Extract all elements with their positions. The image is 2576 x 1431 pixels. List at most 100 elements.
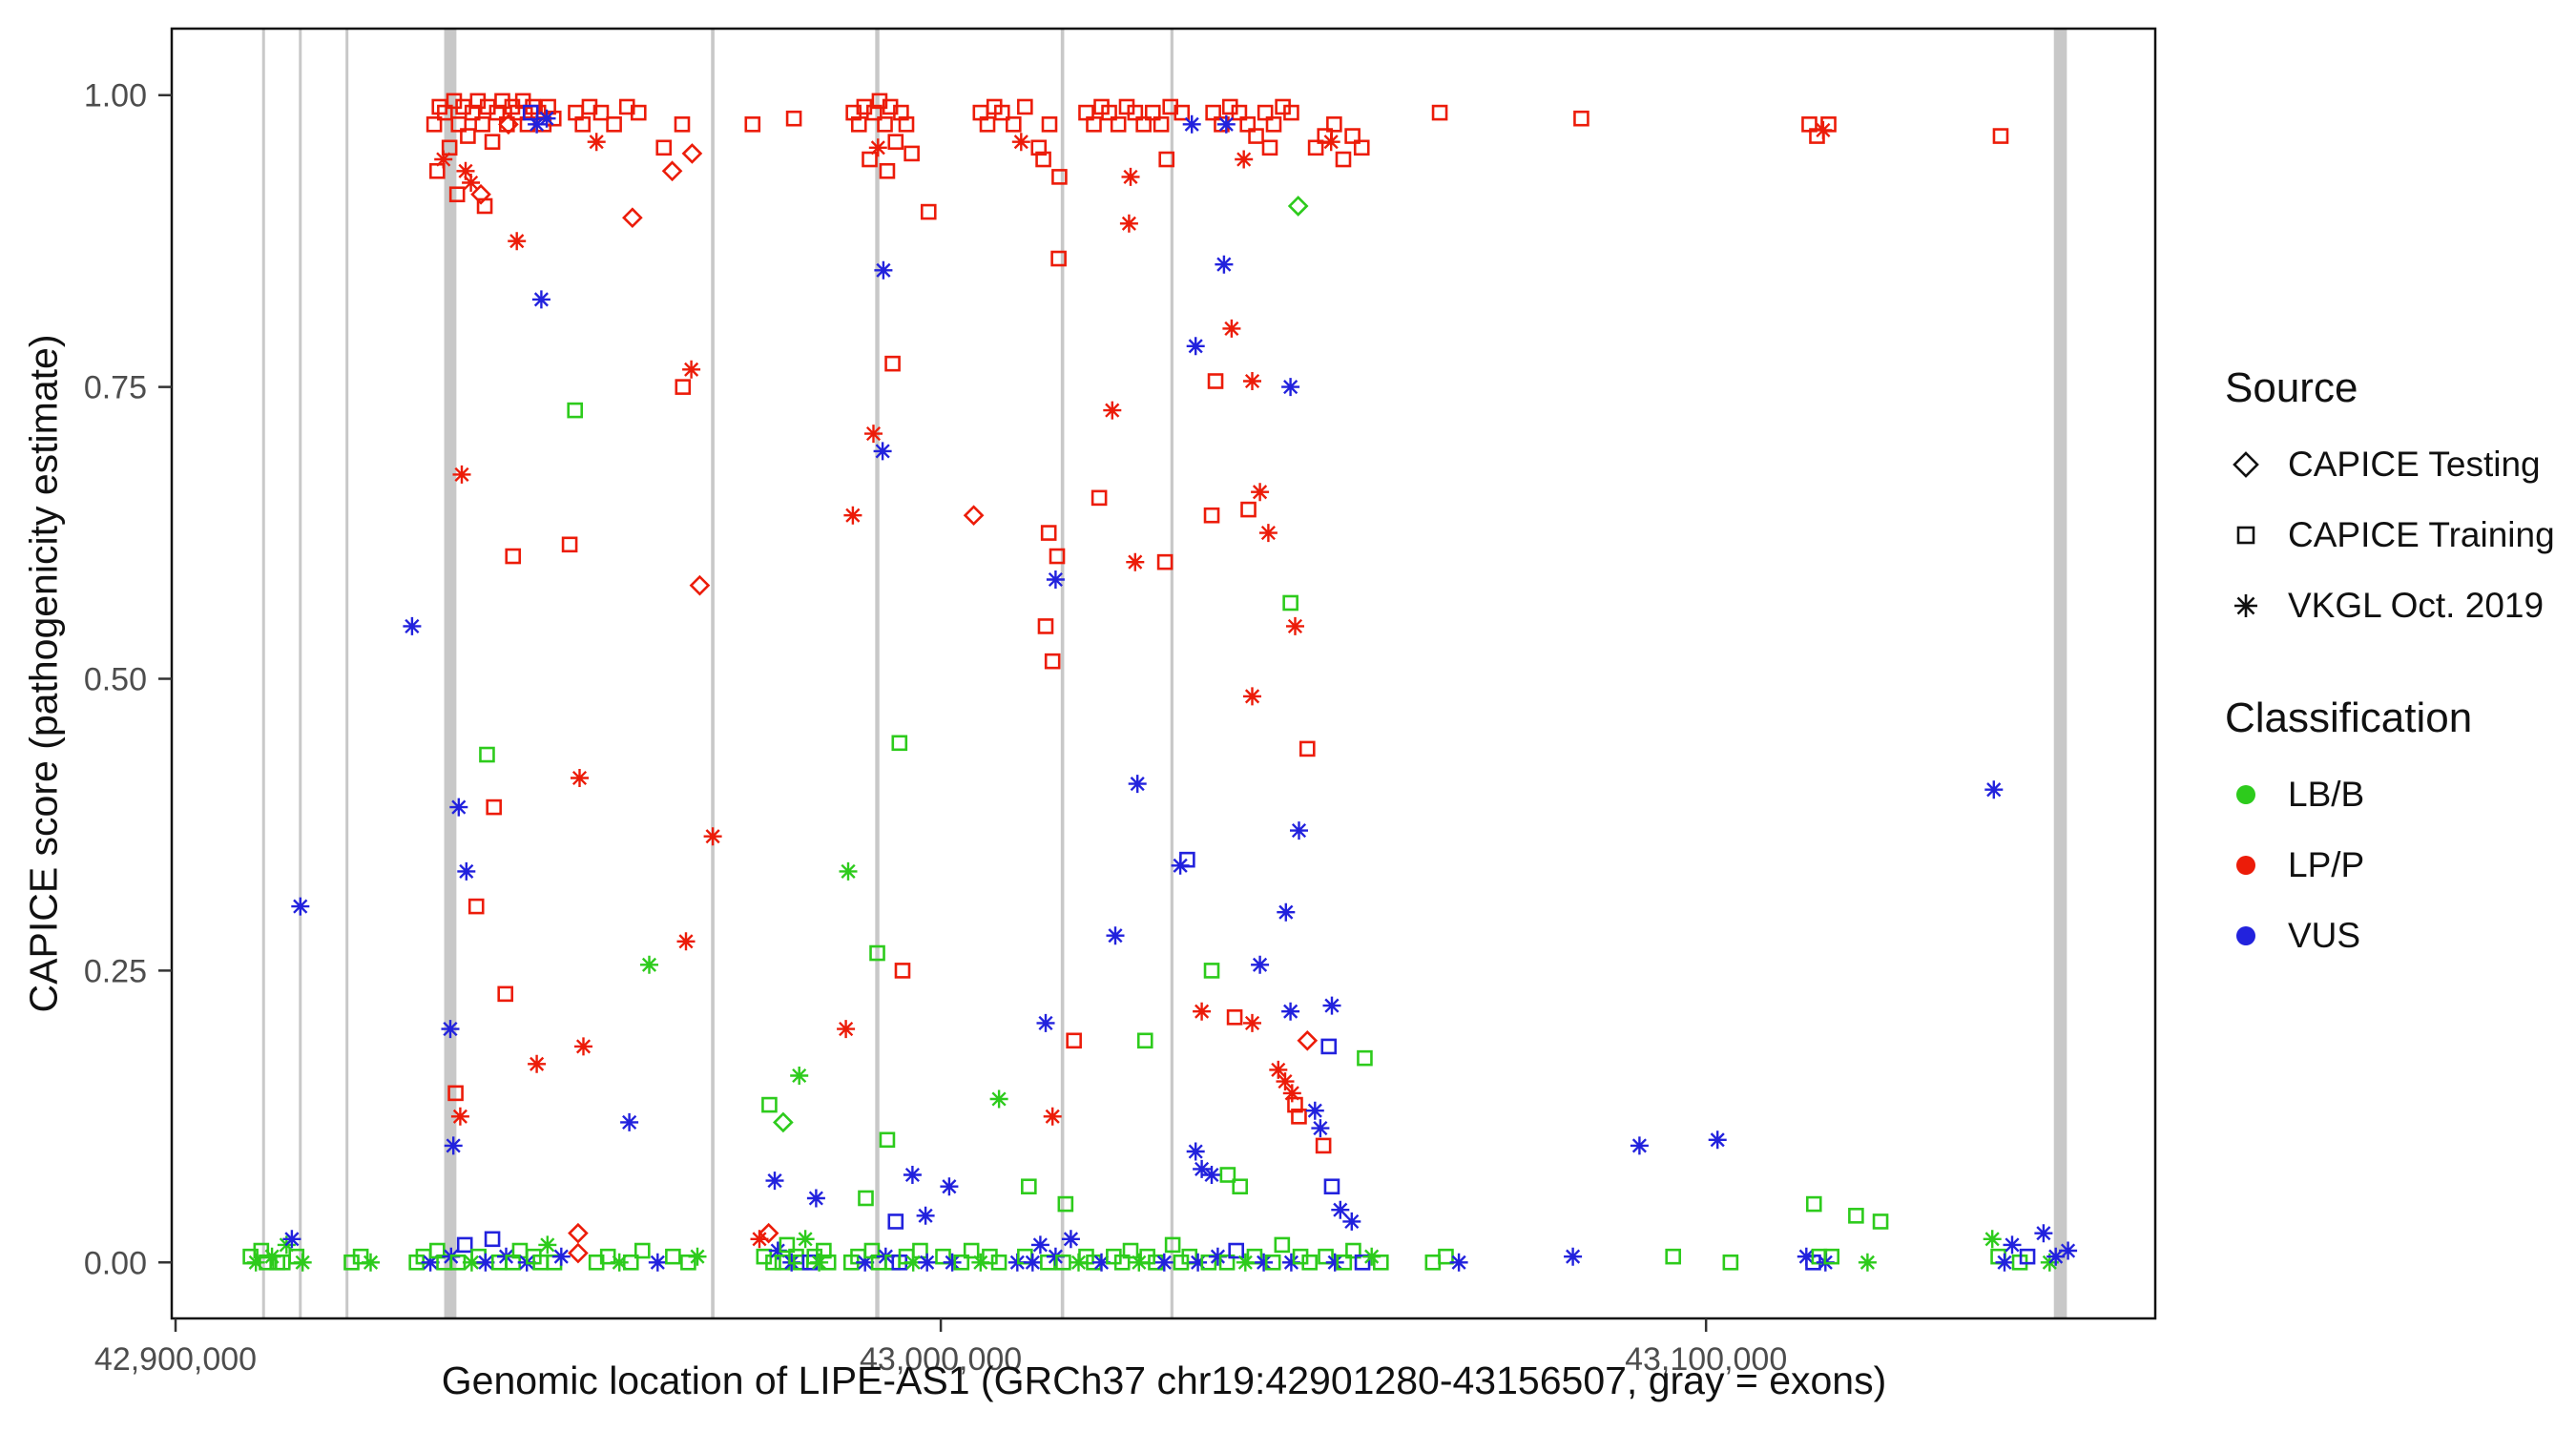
legend-item-label: LB/B <box>2288 775 2365 814</box>
data-point-asterisk <box>1269 1060 1288 1079</box>
data-point-square <box>912 1242 928 1259</box>
data-point-square <box>574 116 592 133</box>
exon-bar <box>444 29 457 1318</box>
legend-source-title: Source <box>2225 364 2358 411</box>
data-point-asterisk <box>2003 1235 2022 1255</box>
data-point-asterisk <box>703 827 722 846</box>
data-point-square <box>963 1242 980 1259</box>
data-point-asterisk <box>1103 401 1122 420</box>
data-point-asterisk <box>620 1112 639 1131</box>
data-point-asterisk <box>1983 1230 2002 1249</box>
data-point-square <box>1354 1254 1371 1271</box>
data-point-square <box>1282 594 1298 612</box>
data-point-square <box>1291 1109 1307 1125</box>
data-point-square <box>1307 139 1324 156</box>
data-point-square <box>1135 116 1152 133</box>
data-point-square <box>634 1242 651 1259</box>
data-point-asterisk <box>648 1253 667 1272</box>
data-point-square <box>1264 1254 1281 1271</box>
data-point-asterisk <box>1305 1101 1324 1120</box>
legend-item-lpp: LP/P <box>2225 840 2555 891</box>
data-point-square <box>1357 1049 1373 1067</box>
y-tick-label: 0.50 <box>84 662 147 698</box>
x-tick-label: 43,100,000 <box>1625 1341 1787 1378</box>
data-point-asterisk <box>640 955 658 974</box>
data-point-square <box>1246 1248 1263 1265</box>
data-point-asterisk <box>476 1253 495 1272</box>
data-point-asterisk <box>246 1253 265 1272</box>
data-point-asterisk <box>750 1230 769 1249</box>
data-point-square <box>680 1254 696 1271</box>
data-point-square <box>1344 128 1361 144</box>
data-point-square <box>1153 116 1170 133</box>
data-point-square <box>1431 104 1448 121</box>
data-point-asterisk <box>449 798 468 817</box>
data-point-square <box>1005 116 1022 133</box>
data-point-asterisk <box>1121 167 1140 186</box>
data-point-asterisk <box>444 1136 463 1155</box>
data-point-square <box>1066 1032 1082 1049</box>
x-axis-title: Genomic location of LIPE-AS1 (GRCh37 chr… <box>441 1358 1887 1402</box>
data-point-square <box>1021 1178 1037 1195</box>
data-point-asterisk <box>421 1253 440 1272</box>
legend-item-vus: VUS <box>2225 910 2555 962</box>
data-point-asterisk <box>1046 570 1065 589</box>
data-point-square <box>1203 963 1220 979</box>
data-point-asterisk <box>1258 524 1278 543</box>
data-point-square <box>1164 1236 1181 1254</box>
data-point-asterisk <box>904 1253 923 1272</box>
data-point-square <box>665 1248 681 1265</box>
data-point-diamond <box>1287 196 1309 217</box>
data-point-asterisk <box>1243 1013 1261 1032</box>
data-point-asterisk <box>1251 483 1270 502</box>
data-point-asterisk <box>1189 1253 1208 1272</box>
data-point-square <box>879 1131 896 1149</box>
data-point-square <box>1239 116 1257 133</box>
data-point-asterisk <box>531 290 551 309</box>
data-point-asterisk <box>538 1235 557 1255</box>
exon-bar <box>1060 29 1065 1318</box>
data-point-asterisk <box>874 260 893 280</box>
data-point-square <box>858 1190 874 1207</box>
data-point-square <box>1051 169 1068 185</box>
y-tick-label: 0.25 <box>84 953 147 989</box>
data-point-square <box>1283 104 1299 121</box>
data-point-square <box>484 1231 501 1248</box>
data-point-square <box>1318 1248 1334 1265</box>
data-point-square <box>1205 104 1221 121</box>
data-point-square <box>2019 1248 2036 1265</box>
data-point-asterisk <box>1171 856 1190 875</box>
data-point-square <box>990 1254 1008 1271</box>
data-point-square <box>1136 1032 1153 1049</box>
data-point-asterisk <box>1215 255 1234 274</box>
data-point-diamond <box>498 114 519 135</box>
exon-bar <box>2053 29 2067 1318</box>
data-point-square <box>505 548 522 565</box>
panel-border <box>170 27 2157 1320</box>
data-point-asterisk <box>940 1177 959 1196</box>
data-point-square <box>447 1085 464 1102</box>
data-point-square <box>253 1242 270 1259</box>
data-point-square <box>486 798 502 816</box>
data-point-square <box>891 735 908 752</box>
data-point-square <box>460 128 476 144</box>
data-point-asterisk <box>434 150 453 169</box>
data-point-square <box>426 116 443 133</box>
data-point-square <box>1207 373 1224 389</box>
data-point-asterisk <box>1236 1253 1255 1272</box>
data-point-square <box>1122 1242 1139 1259</box>
data-point-asterisk <box>1193 1159 1212 1178</box>
data-point-diamond <box>773 1111 794 1133</box>
data-point-asterisk <box>1222 319 1241 338</box>
data-point-asterisk <box>1630 1136 1649 1155</box>
data-point-asterisk <box>1362 1247 1381 1266</box>
data-point-square <box>816 1242 832 1259</box>
data-point-square <box>866 104 883 121</box>
data-point-square <box>1287 1096 1303 1113</box>
data-point-diamond <box>963 505 985 527</box>
data-point-square <box>655 139 673 156</box>
data-point-asterisk <box>1311 1119 1330 1138</box>
data-point-asterisk <box>1277 902 1296 922</box>
data-point-square <box>1040 525 1057 541</box>
